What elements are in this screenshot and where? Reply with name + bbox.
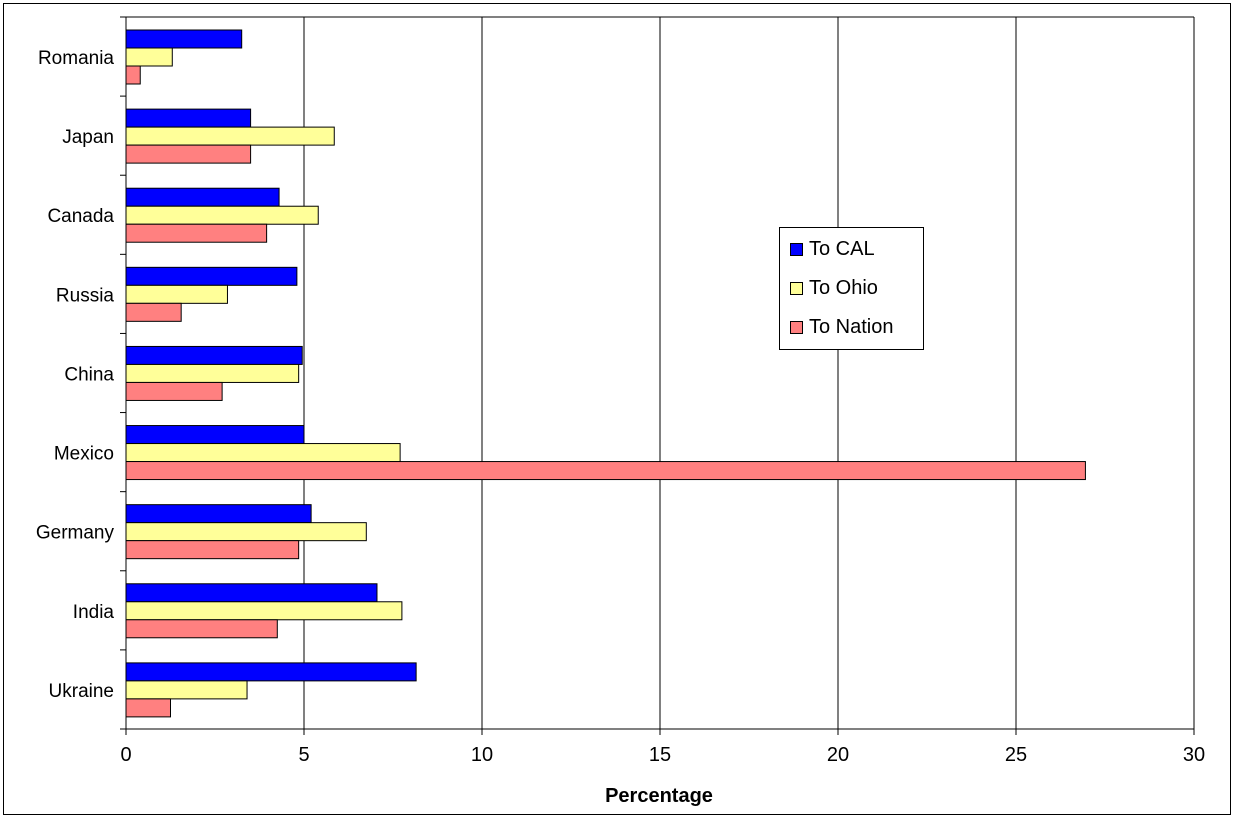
bar-to-cal [125, 345, 303, 365]
grid-lines [126, 16, 1195, 729]
bar-to-ohio [125, 443, 401, 463]
bar-to-ohio [125, 126, 335, 146]
bar-to-cal [125, 187, 280, 207]
bar-to-cal [125, 108, 252, 128]
legend-swatch [790, 242, 803, 256]
bar-to-ohio [125, 205, 319, 225]
bar-to-ohio [125, 522, 367, 542]
bar-to-cal [125, 583, 378, 603]
axes [120, 16, 1195, 735]
y-category-label: Mexico [54, 444, 114, 465]
bar-to-nation [125, 302, 182, 322]
bar-to-ohio [125, 363, 300, 383]
bar-to-cal [125, 504, 312, 524]
bar-to-ohio [125, 284, 228, 304]
x-tick-label: 25 [1005, 744, 1027, 766]
legend: To CAL To Ohio To Nation [779, 227, 924, 350]
bar-to-cal [125, 266, 298, 286]
x-tick-label: 30 [1183, 744, 1205, 766]
labels: 0 5 10 15 20 25 30 Romania Japan Canada Russia Chin… [36, 48, 1205, 766]
bar-to-nation [125, 144, 252, 164]
bar-to-cal [125, 662, 417, 682]
x-tick-label: 10 [471, 744, 493, 766]
bar-to-nation [125, 65, 141, 85]
legend-label: To CAL [809, 237, 875, 260]
x-tick-label: 0 [120, 744, 131, 766]
legend-swatch [790, 281, 803, 295]
y-category-label: Canada [47, 206, 114, 227]
x-axis-title: Percentage [605, 785, 713, 807]
legend-item: To CAL [790, 237, 875, 261]
legend-label: To Ohio [809, 276, 878, 299]
y-category-label: Russia [56, 285, 115, 306]
y-category-label: India [73, 602, 115, 623]
bar-to-nation [125, 223, 268, 243]
y-category-label: Romania [38, 48, 114, 69]
legend-label: To Nation [809, 315, 894, 338]
legend-swatch [790, 320, 803, 334]
bar-to-nation [125, 461, 1086, 481]
bar-to-ohio [125, 601, 403, 621]
bar-to-cal [125, 425, 305, 445]
bar-to-ohio [125, 680, 248, 700]
bar-to-nation [125, 698, 171, 718]
legend-item: To Nation [790, 315, 894, 339]
y-category-label: China [64, 364, 114, 385]
bar-to-nation [125, 619, 278, 639]
bar-to-nation [125, 540, 300, 560]
bar-to-cal [125, 29, 243, 49]
x-tick-label: 5 [298, 744, 309, 766]
bars [125, 29, 1086, 718]
bar-to-ohio [125, 47, 173, 67]
bar-to-nation [125, 381, 223, 401]
x-tick-label: 20 [827, 744, 849, 766]
y-category-label: Japan [62, 127, 114, 148]
legend-item: To Ohio [790, 276, 878, 300]
x-tick-label: 15 [649, 744, 671, 766]
y-category-label: Germany [36, 523, 115, 544]
y-category-label: Ukraine [49, 681, 114, 702]
